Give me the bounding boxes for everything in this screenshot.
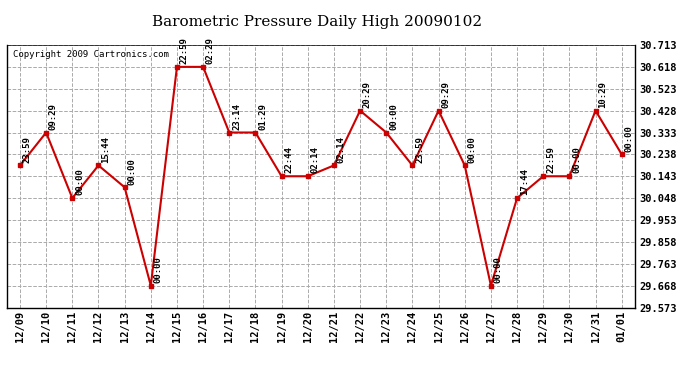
- Text: 00:00: 00:00: [624, 125, 633, 152]
- Text: 15:44: 15:44: [101, 136, 110, 163]
- Text: 22:59: 22:59: [179, 37, 189, 64]
- Text: 02:29: 02:29: [206, 37, 215, 64]
- Text: 00:00: 00:00: [75, 168, 84, 195]
- Text: 00:00: 00:00: [128, 158, 137, 184]
- Text: 22:44: 22:44: [284, 147, 293, 174]
- Text: Copyright 2009 Cartronics.com: Copyright 2009 Cartronics.com: [13, 50, 169, 59]
- Text: 00:00: 00:00: [572, 147, 581, 174]
- Text: 00:00: 00:00: [468, 136, 477, 163]
- Text: 00:00: 00:00: [389, 103, 398, 130]
- Text: 23:59: 23:59: [23, 136, 32, 163]
- Text: 23:14: 23:14: [232, 103, 241, 130]
- Text: 00:00: 00:00: [493, 256, 503, 283]
- Text: 09:29: 09:29: [49, 103, 58, 130]
- Text: 02:14: 02:14: [310, 147, 319, 174]
- Text: 23:59: 23:59: [415, 136, 424, 163]
- Text: Barometric Pressure Daily High 20090102: Barometric Pressure Daily High 20090102: [152, 15, 482, 29]
- Text: 20:29: 20:29: [363, 81, 372, 108]
- Text: 01:29: 01:29: [258, 103, 267, 130]
- Text: 22:59: 22:59: [546, 147, 555, 174]
- Text: 02:14: 02:14: [337, 136, 346, 163]
- Text: 00:00: 00:00: [154, 256, 163, 283]
- Text: 10:29: 10:29: [598, 81, 607, 108]
- Text: 09:29: 09:29: [442, 81, 451, 108]
- Text: 17:44: 17:44: [520, 168, 529, 195]
